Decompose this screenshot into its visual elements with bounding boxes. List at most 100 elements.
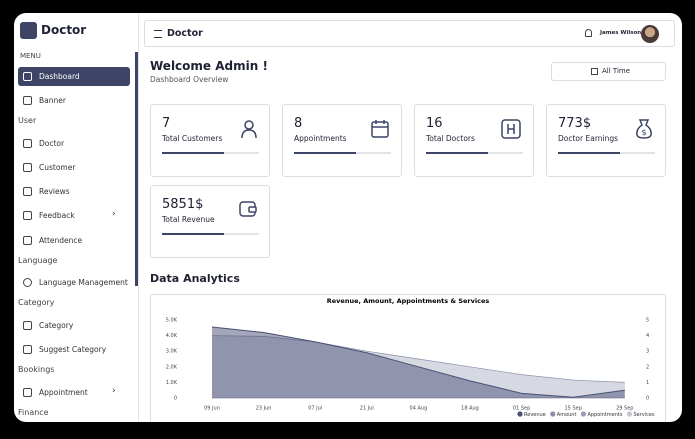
icon (23, 96, 32, 105)
icon (23, 321, 32, 330)
stat-card: 7 Total Customers (150, 104, 270, 177)
icon (23, 139, 32, 148)
chart-card (150, 294, 666, 434)
x-tick-label: 21 Jul (360, 406, 374, 412)
chevron[interactable]: › (112, 209, 116, 219)
user-name[interactable]: James Wilson (600, 30, 642, 36)
x-tick-label: 01 Sep (513, 406, 530, 412)
legend-label: Services (633, 412, 654, 418)
chart: Revenue, Amount, Appointments & Services… (166, 297, 655, 418)
stat-value: 5851$ (162, 197, 204, 212)
y2-tick-label: 2 (646, 364, 649, 370)
nav-item[interactable]: Dashboard (39, 72, 80, 81)
icon (241, 120, 257, 139)
x-tick-label: 04 Aug (410, 406, 428, 412)
y-tick-label: 4.0K (166, 333, 178, 339)
section-title: Data Analytics (150, 272, 240, 285)
stat-label: Total Doctors (426, 134, 475, 143)
y-tick-label: 2.0K (166, 364, 178, 370)
icon (23, 388, 32, 397)
menu-toggle[interactable] (154, 30, 162, 38)
icon (23, 278, 32, 287)
stat-value: 7 (162, 116, 171, 131)
nav-item[interactable]: Suggest Category (39, 345, 107, 354)
legend-label: Amount (557, 412, 577, 418)
nav-item[interactable]: Feedback (39, 211, 75, 220)
chevron[interactable]: › (112, 386, 116, 396)
y2-tick-label: 5 (646, 318, 649, 324)
y-tick-label: 1.0K (166, 380, 178, 386)
icon: $ (636, 119, 652, 139)
x-tick-label: 18 Aug (461, 406, 479, 412)
x-tick-label: 09 Jun (204, 406, 220, 412)
section-title: Finance (18, 408, 49, 417)
icon (239, 201, 257, 217)
header (144, 20, 675, 47)
svg-text:$: $ (641, 128, 646, 137)
line (211, 326, 625, 398)
welcome-subtitle: Dashboard Overview (150, 75, 229, 84)
bell[interactable] (585, 29, 592, 37)
y-tick-label: 5.0K (166, 318, 178, 324)
stat-card: 16 Total Doctors (414, 104, 534, 177)
stat-label: Total Revenue (162, 215, 215, 224)
legend-marker (517, 411, 523, 417)
section-title: Category (18, 298, 55, 307)
legend-label: Revenue (524, 412, 546, 418)
nav-item[interactable]: Category (39, 321, 74, 330)
filter-button[interactable] (551, 62, 666, 81)
icon (23, 345, 32, 354)
x-tick-label: 15 Sep (565, 406, 582, 412)
progress (294, 152, 391, 154)
legend-marker (550, 411, 556, 417)
y-tick-label: 3.0K (166, 349, 178, 355)
progress (426, 152, 523, 154)
menu-label: MENU (20, 52, 41, 60)
stat-value: 773$ (558, 116, 592, 131)
stat-card: 773$ Doctor Earnings $ (546, 104, 666, 177)
progress (162, 233, 259, 235)
stat-value: 8 (294, 116, 303, 131)
icon (501, 119, 521, 139)
chart-title: Revenue, Amount, Appointments & Services (327, 297, 490, 305)
section-title: Language (18, 256, 58, 265)
icon (23, 187, 32, 196)
brand: Doctor (41, 23, 87, 37)
icon (23, 72, 32, 81)
welcome-title: Welcome Admin ! (150, 59, 268, 73)
y-tick-label: 0 (174, 396, 177, 402)
section-title: Bookings (18, 365, 55, 374)
header-title: Doctor (167, 28, 203, 39)
y2-tick-label: 0 (646, 396, 649, 402)
stat-label: Doctor Earnings (558, 134, 619, 143)
progress (162, 152, 259, 154)
stat-label: Appointments (294, 134, 347, 143)
y2-tick-label: 4 (646, 333, 649, 339)
nav-item[interactable]: Customer (39, 163, 76, 172)
legend-marker (580, 411, 587, 417)
scroll-indicator (135, 52, 138, 286)
nav-item[interactable]: Doctor (39, 139, 65, 148)
section-title: User (18, 116, 37, 125)
avatar[interactable] (641, 25, 659, 43)
nav-item[interactable]: Banner (39, 96, 66, 105)
active-item[interactable] (18, 67, 130, 86)
x-tick-label: 07 Jul (308, 406, 322, 412)
stat-card: 5851$ Total Revenue (150, 185, 270, 258)
logo (20, 22, 37, 39)
nav-item[interactable]: Attendence (39, 236, 83, 245)
nav-item[interactable]: Language Management (39, 278, 128, 287)
filter-label[interactable]: All Time (602, 67, 631, 75)
icon (23, 211, 32, 220)
area (212, 327, 625, 398)
nav-item[interactable]: Reviews (39, 187, 70, 196)
calendar-icon (591, 68, 598, 75)
stat-label: Total Customers (162, 134, 223, 143)
y2-tick-label: 3 (646, 349, 649, 355)
icon (23, 163, 32, 172)
y2-tick-label: 1 (646, 380, 649, 386)
legend-marker (626, 411, 633, 417)
x-tick-label: 23 Jun (256, 406, 272, 412)
nav-item[interactable]: Appointment (39, 388, 88, 397)
